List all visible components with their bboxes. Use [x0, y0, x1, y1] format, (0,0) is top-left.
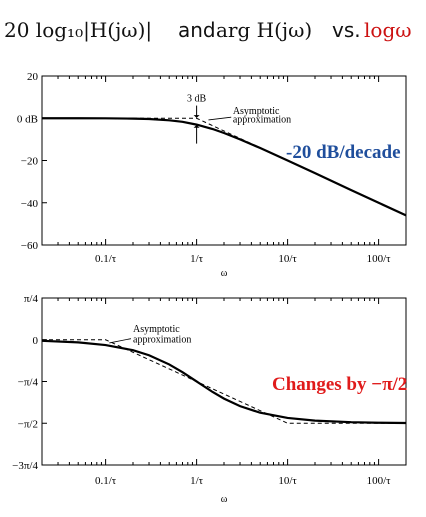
mag-xtick-label: 0.1/τ	[95, 253, 117, 265]
mag-xtick-label: 10/τ	[278, 253, 297, 265]
mag-annotation: approximation	[233, 114, 291, 125]
phase-xtick-label: 0.1/τ	[95, 475, 117, 487]
phase-ytick-label: 0	[33, 335, 39, 347]
mag-ytick-label: 20	[27, 71, 39, 83]
title-magnitude-expr: 20 log₁₀|H(jω)|	[4, 18, 153, 42]
phase-annotation: Asymptotic	[133, 324, 180, 335]
mag-annotation-leader	[208, 116, 232, 121]
mag-annotation: 3 dB	[187, 93, 207, 104]
phase-asymptote-line	[42, 339, 406, 424]
title-phase-expr: arg H(jω)	[216, 18, 313, 42]
title-and: and	[178, 18, 216, 42]
mag-ytick-label: 0 dB	[17, 113, 38, 125]
mag-callout: -20 dB/decade	[286, 142, 401, 163]
mag-ytick-label: −20	[21, 156, 39, 168]
phase-xtick-label: 10/τ	[278, 475, 297, 487]
phase-x-axis-label: ω	[221, 494, 228, 505]
phase-annotation-leader	[109, 338, 132, 344]
mag-exact-curve	[41, 117, 407, 217]
phase-ytick-label: −π/4	[18, 377, 39, 389]
mag-x-axis-label: ω	[221, 268, 228, 279]
mag-annotation: Asymptotic	[233, 106, 280, 117]
page-title: 20 log₁₀|H(jω)| and arg H(jω) vs. logω	[0, 18, 426, 52]
phase-annotation: approximation	[133, 334, 191, 345]
title-log-omega: logω	[364, 18, 412, 42]
mag-xtick-label: 100/τ	[367, 253, 392, 265]
phase-ytick-label: −π/2	[18, 418, 38, 430]
mag-asymptote-line	[42, 117, 407, 216]
mag-3db-arrowhead-top	[193, 115, 200, 118]
mag-3db-arrowhead-bottom	[193, 125, 200, 128]
phase-xtick-label: 1/τ	[190, 475, 204, 487]
phase-exact-curve	[41, 339, 407, 425]
mag-ytick-label: −60	[21, 240, 39, 252]
phase-ytick-label: π/4	[24, 293, 39, 305]
phase-ytick-label: −3π/4	[12, 460, 38, 472]
title-vs: vs.	[332, 18, 361, 42]
mag-ytick-label: −40	[21, 198, 39, 210]
phase-xtick-label: 100/τ	[367, 475, 392, 487]
mag-xtick-label: 1/τ	[190, 253, 204, 265]
phase-callout: Changes by −π/2	[272, 374, 407, 395]
